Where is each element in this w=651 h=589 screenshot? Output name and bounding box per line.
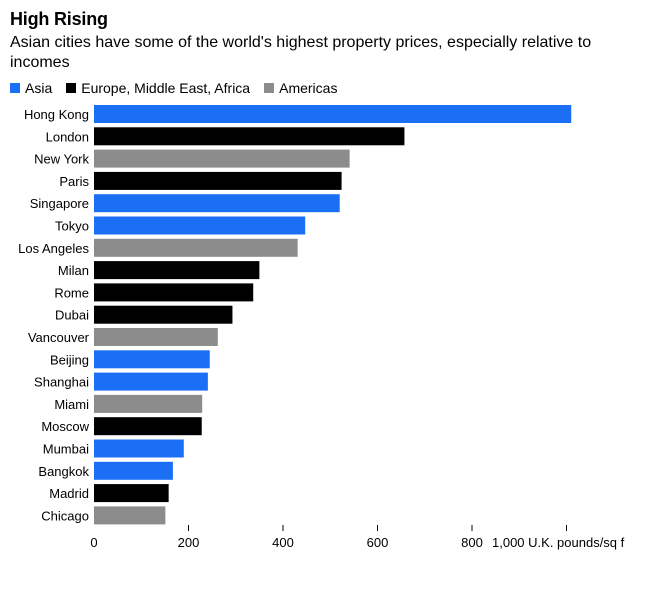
bar-hong-kong: [94, 105, 572, 123]
category-label-vancouver: Vancouver: [28, 330, 90, 345]
category-label-rome: Rome: [54, 285, 89, 300]
x-tick-label-1000: 1,000 U.K. pounds/sq f: [492, 535, 625, 550]
category-label-bangkok: Bangkok: [38, 464, 89, 479]
bar-singapore: [94, 194, 340, 213]
bar-paris: [94, 171, 342, 190]
category-label-beijing: Beijing: [50, 352, 89, 367]
chart-subtitle: Asian cities have some of the world's hi…: [10, 34, 592, 71]
bar-bangkok: [94, 461, 173, 480]
bar-london: [94, 127, 405, 146]
bar-milan: [94, 261, 260, 280]
bar-madrid: [94, 484, 169, 503]
x-tick-label-0: 0: [90, 535, 97, 550]
legend: Asia Europe, Middle East, Africa America…: [10, 80, 351, 96]
category-label-tokyo: Tokyo: [55, 219, 89, 234]
category-label-mumbai: Mumbai: [43, 442, 89, 457]
legend-swatch-emea: [66, 83, 77, 93]
category-label-chicago: Chicago: [41, 508, 89, 523]
category-label-madrid: Madrid: [49, 486, 89, 501]
bar-moscow: [94, 417, 202, 436]
bar-tokyo: [94, 216, 306, 235]
bar-shanghai: [94, 372, 208, 391]
bar-mumbai: [94, 439, 184, 458]
bar-chicago: [94, 506, 166, 525]
category-label-milan: Milan: [58, 263, 89, 278]
category-label-dubai: Dubai: [55, 308, 89, 323]
legend-label-emea: Europe, Middle East, Africa: [81, 80, 251, 96]
bar-new-york: [94, 149, 350, 168]
category-label-london: London: [46, 129, 89, 144]
x-tick-label-600: 600: [367, 535, 389, 550]
legend-item-emea: Europe, Middle East, Africa: [66, 80, 250, 96]
bar-rome: [94, 283, 254, 302]
x-tick-label-200: 200: [178, 535, 200, 550]
category-label-hong-kong: Hong Kong: [24, 107, 89, 122]
legend-label-asia: Asia: [25, 80, 53, 96]
chart-title: High Rising: [10, 9, 108, 29]
legend-label-americas: Americas: [279, 80, 338, 96]
x-tick-label-400: 400: [272, 535, 294, 550]
bar-vancouver: [94, 328, 218, 346]
bar-los-angeles: [94, 238, 298, 257]
x-tick-label-800: 800: [461, 535, 483, 550]
category-label-miami: Miami: [54, 397, 89, 412]
legend-item-asia: Asia: [10, 80, 52, 96]
category-label-new-york: New York: [34, 152, 89, 167]
category-label-moscow: Moscow: [41, 419, 89, 434]
bar-miami: [94, 394, 203, 413]
bar-dubai: [94, 305, 233, 324]
bar-beijing: [94, 350, 210, 369]
category-label-los-angeles: Los Angeles: [18, 241, 89, 256]
category-label-singapore: Singapore: [30, 196, 89, 211]
legend-item-americas: Americas: [264, 80, 337, 96]
legend-swatch-asia: [10, 83, 20, 93]
legend-swatch-americas: [264, 83, 275, 93]
category-label-paris: Paris: [59, 174, 89, 189]
category-label-shanghai: Shanghai: [34, 375, 89, 390]
